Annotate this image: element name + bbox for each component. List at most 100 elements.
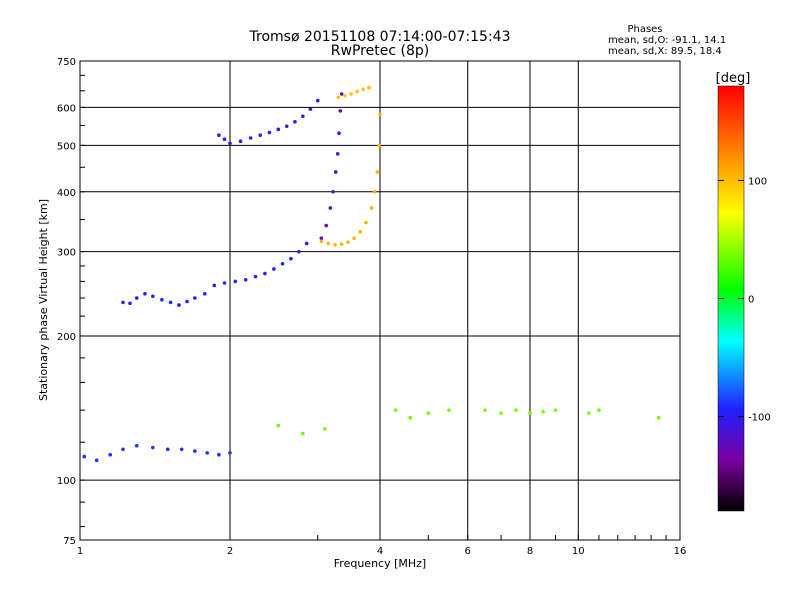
data-point [323,427,327,431]
data-point [339,242,344,246]
legend-line-o: mean, sd,O: -91.1, 14.1 [608,35,726,46]
data-point [272,267,276,271]
data-point [331,189,335,194]
data-point [358,229,362,234]
data-point [339,92,344,96]
data-point [426,411,431,415]
data-point [177,303,181,307]
data-point [202,291,207,296]
data-point [228,141,232,146]
data-point [541,409,545,414]
data-point [280,261,285,266]
data-point [160,297,164,302]
data-point [253,274,258,279]
data-point [217,133,221,137]
data-point [375,170,380,174]
data-points [82,85,661,463]
data-point [319,236,324,240]
data-point [168,300,173,305]
data-point [304,241,309,246]
data-point [205,451,209,455]
data-point [408,415,413,420]
data-point [301,431,305,436]
chart-title: Tromsø 20151108 07:14:00-07:15:43 [249,29,511,45]
data-point [328,206,333,210]
x-tick-label: 10 [572,546,585,557]
colorbar-label: [deg] [716,71,751,86]
data-point [343,93,347,98]
data-point [597,408,601,412]
data-point [338,109,343,113]
y-tick-label: 500 [57,141,76,152]
data-point [346,240,350,244]
data-point [193,449,197,453]
y-axis-ticks: 75 100 200 300 400 500 600 750 [57,57,85,547]
y-tick-label: 600 [57,103,76,114]
data-point [222,281,227,285]
series-group [319,92,344,240]
data-point [193,296,197,300]
data-point [336,95,341,100]
series-group [319,112,382,247]
colorbar-tick-label: -100 [748,413,771,424]
data-point [393,408,398,412]
data-point [217,452,221,457]
series-group [121,241,309,307]
data-point [337,131,341,136]
grid [80,61,680,540]
data-point [289,256,293,261]
x-axis-ticks: 1 2 4 6 8 10 16 [77,535,687,557]
series-group [82,443,232,463]
data-point [297,249,301,254]
data-point [267,130,272,135]
data-point [333,170,338,174]
legend-title: Phases [627,24,662,35]
data-point [528,411,532,415]
data-point [372,189,377,194]
data-point [82,454,87,459]
chart-subtitle: RwPretec (8p) [331,43,429,59]
colorbar-tick-label: 0 [748,295,754,306]
data-point [377,143,381,148]
data-point [293,119,297,124]
data-point [128,301,132,306]
data-point [108,452,113,457]
data-point [121,447,125,452]
x-tick-label: 16 [674,546,687,557]
data-point [355,89,359,94]
data-point [656,415,661,420]
data-point [276,127,281,132]
data-point [352,236,356,240]
data-point [378,112,382,117]
y-tick-label: 300 [57,248,76,259]
series-group [217,98,320,146]
data-point [335,152,340,156]
data-point [179,447,184,452]
data-point [258,133,263,137]
colorbar-tick-label: 100 [748,176,767,187]
data-point [369,206,374,210]
data-point [361,87,365,91]
data-point [499,411,503,415]
data-point [315,98,320,103]
data-point [367,85,371,90]
x-axis-label: Frequency [MHz] [334,557,426,570]
data-point [514,408,518,412]
x-tick-label: 2 [227,546,233,557]
data-point [587,411,591,415]
data-point [349,92,353,96]
y-tick-label: 75 [63,536,76,547]
y-tick-label: 400 [57,188,76,199]
data-point [222,137,227,141]
y-tick-label: 200 [57,332,76,343]
data-point [276,423,281,428]
data-point [483,408,487,412]
x-tick-label: 8 [527,546,533,557]
y-axis-label: Stationary phase Virtual Height [km] [37,199,50,401]
y-tick-label: 750 [57,57,76,68]
data-point [151,294,155,299]
series-group [276,408,661,436]
x-tick-label: 4 [377,546,383,557]
data-point [238,139,243,144]
